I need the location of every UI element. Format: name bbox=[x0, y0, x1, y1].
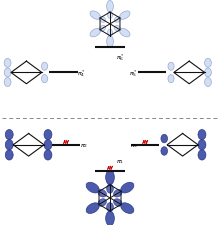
Ellipse shape bbox=[4, 69, 11, 78]
Ellipse shape bbox=[107, 1, 113, 13]
Ellipse shape bbox=[4, 78, 11, 87]
Ellipse shape bbox=[86, 203, 99, 214]
Ellipse shape bbox=[107, 36, 113, 48]
Ellipse shape bbox=[107, 30, 113, 37]
Text: $\pi_5^*$: $\pi_5^*$ bbox=[129, 68, 138, 79]
Ellipse shape bbox=[168, 63, 174, 71]
Ellipse shape bbox=[4, 59, 11, 68]
Ellipse shape bbox=[5, 130, 13, 140]
Ellipse shape bbox=[114, 26, 121, 32]
Ellipse shape bbox=[161, 147, 168, 155]
Ellipse shape bbox=[5, 140, 13, 150]
Text: $\pi_4^*$: $\pi_4^*$ bbox=[77, 68, 86, 79]
Ellipse shape bbox=[86, 182, 99, 193]
Ellipse shape bbox=[90, 12, 101, 20]
Ellipse shape bbox=[107, 203, 113, 212]
Ellipse shape bbox=[205, 59, 211, 68]
Ellipse shape bbox=[42, 75, 48, 83]
Ellipse shape bbox=[168, 75, 174, 83]
Text: $\pi_3$: $\pi_3$ bbox=[130, 142, 138, 150]
Ellipse shape bbox=[119, 12, 130, 20]
Ellipse shape bbox=[121, 182, 134, 193]
Ellipse shape bbox=[99, 26, 106, 32]
Ellipse shape bbox=[121, 203, 134, 214]
Ellipse shape bbox=[114, 17, 121, 23]
Text: $\pi_2$: $\pi_2$ bbox=[80, 142, 88, 150]
Ellipse shape bbox=[44, 140, 52, 150]
Ellipse shape bbox=[205, 78, 211, 87]
Ellipse shape bbox=[44, 150, 52, 160]
Ellipse shape bbox=[114, 199, 122, 206]
Ellipse shape bbox=[106, 211, 114, 225]
Ellipse shape bbox=[198, 150, 206, 160]
Ellipse shape bbox=[99, 17, 106, 23]
Ellipse shape bbox=[42, 63, 48, 71]
Ellipse shape bbox=[161, 135, 168, 143]
Ellipse shape bbox=[205, 69, 211, 78]
Ellipse shape bbox=[5, 150, 13, 160]
Ellipse shape bbox=[90, 29, 101, 38]
Ellipse shape bbox=[114, 190, 122, 197]
Text: $\pi_6^*$: $\pi_6^*$ bbox=[116, 52, 125, 62]
Ellipse shape bbox=[107, 184, 113, 193]
Ellipse shape bbox=[98, 190, 106, 197]
Ellipse shape bbox=[107, 12, 113, 19]
Ellipse shape bbox=[198, 140, 206, 150]
Ellipse shape bbox=[119, 29, 130, 38]
Ellipse shape bbox=[198, 130, 206, 140]
Ellipse shape bbox=[44, 130, 52, 140]
Ellipse shape bbox=[98, 199, 106, 206]
Ellipse shape bbox=[106, 170, 114, 185]
Text: $\pi_1$: $\pi_1$ bbox=[116, 157, 124, 165]
